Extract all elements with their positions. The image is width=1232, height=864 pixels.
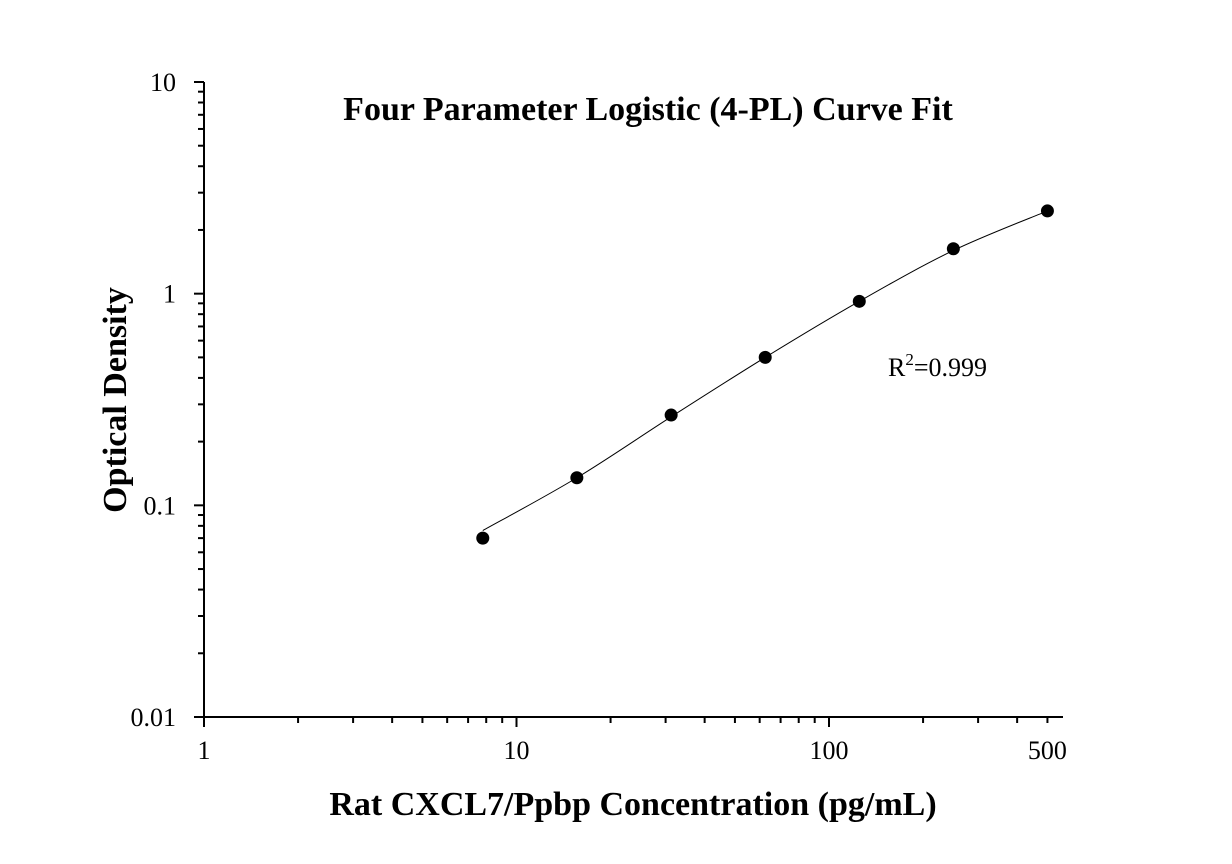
x-tick-label: 100 [810, 736, 849, 765]
chart-title: Four Parameter Logistic (4-PL) Curve Fit [343, 91, 953, 128]
y-tick-label: 10 [150, 68, 176, 97]
x-tick-label: 1 [198, 736, 211, 765]
data-point [1040, 204, 1054, 218]
data-point [758, 350, 772, 364]
y-axis-label: Optical Density [97, 287, 134, 513]
axes: 1 10 100 500 0.01 0.1 1 10 [131, 68, 1067, 765]
y-tick-label: 0.01 [131, 703, 177, 732]
data-points [476, 204, 1054, 545]
data-point [664, 408, 678, 422]
x-axis-label: Rat CXCL7/Ppbp Concentration (pg/mL) [329, 786, 936, 823]
x-tick-label: 500 [1028, 736, 1067, 765]
data-point [570, 471, 584, 485]
data-point [476, 531, 490, 545]
x-tick-label: 10 [504, 736, 530, 765]
y-tick-label: 1 [163, 280, 176, 309]
r-squared-annotation: R2=0.999 [888, 350, 987, 382]
data-point [852, 294, 866, 308]
data-point [946, 242, 960, 256]
y-tick-label: 0.1 [144, 491, 177, 520]
